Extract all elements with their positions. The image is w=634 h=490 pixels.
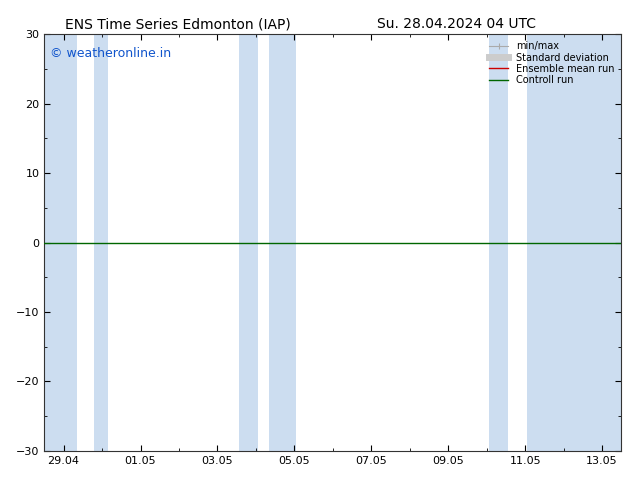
Bar — [94, 34, 108, 451]
Bar — [44, 34, 77, 451]
Bar — [489, 34, 508, 451]
Text: Su. 28.04.2024 04 UTC: Su. 28.04.2024 04 UTC — [377, 17, 536, 31]
Bar — [238, 34, 258, 451]
Text: © weatheronline.in: © weatheronline.in — [50, 47, 171, 60]
Bar — [527, 34, 621, 451]
Text: ENS Time Series Edmonton (IAP): ENS Time Series Edmonton (IAP) — [65, 17, 290, 31]
Bar — [269, 34, 296, 451]
Legend: min/max, Standard deviation, Ensemble mean run, Controll run: min/max, Standard deviation, Ensemble me… — [487, 39, 616, 87]
